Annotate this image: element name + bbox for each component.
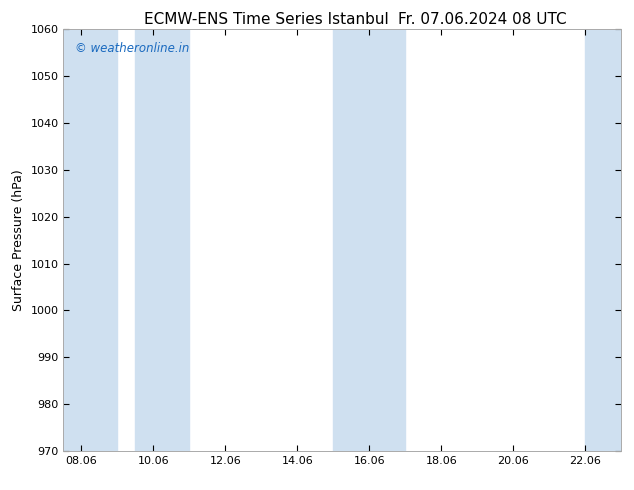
Bar — [333, 29, 405, 451]
Bar — [585, 29, 621, 451]
Text: Fr. 07.06.2024 08 UTC: Fr. 07.06.2024 08 UTC — [398, 12, 566, 27]
Bar — [136, 29, 190, 451]
Text: ECMW-ENS Time Series Istanbul: ECMW-ENS Time Series Istanbul — [144, 12, 389, 27]
Bar — [63, 29, 117, 451]
Y-axis label: Surface Pressure (hPa): Surface Pressure (hPa) — [12, 169, 25, 311]
Text: © weatheronline.in: © weatheronline.in — [75, 42, 189, 55]
